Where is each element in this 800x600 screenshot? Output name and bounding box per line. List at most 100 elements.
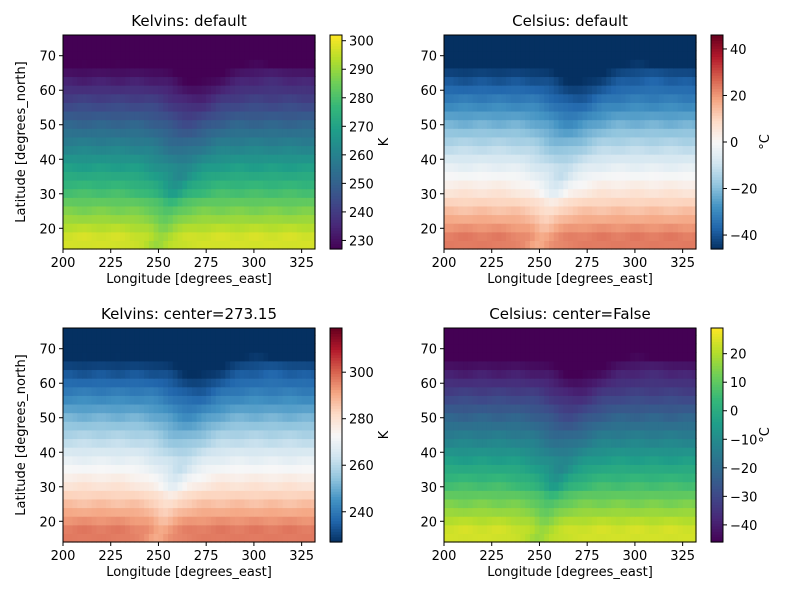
heatmap-cell [168,481,174,491]
heatmap-cell [277,214,284,224]
heatmap-cell [210,35,217,43]
heatmap-cell [510,205,517,216]
heatmap-cell [86,386,93,396]
heatmap-cell [115,171,121,181]
heatmap-cell [639,240,646,250]
heatmap-cell [249,240,255,250]
heatmap-cell [244,455,250,465]
heatmap-cell [210,438,217,448]
heatmap-cell [273,41,279,52]
heatmap-cell [72,128,78,138]
heatmap-cell [577,119,584,129]
heatmap-cell [101,369,107,379]
heatmap-cell [568,179,574,190]
heatmap-cell [110,102,117,112]
heatmap-cell [67,93,74,103]
heatmap-cell [663,93,669,103]
heatmap-cell [306,472,312,483]
heatmap-cell [282,481,288,491]
heatmap-cell [587,447,593,457]
heatmap-cell [163,145,169,155]
heatmap-cell [639,162,646,172]
heatmap-cell [168,386,174,396]
heatmap-cell [263,59,269,69]
heatmap-cell [148,171,155,181]
heatmap-cell [582,128,588,138]
heatmap-cell [258,352,265,362]
heatmap-cell [277,188,284,198]
heatmap-cell [301,50,308,60]
heatmap-cell [144,197,150,207]
heatmap-cell [110,352,117,362]
heatmap-cell [239,41,245,52]
heatmap-cell [91,472,98,483]
colorbar-segment [711,120,723,124]
heatmap-cell [191,171,198,181]
heatmap-cell [210,464,217,474]
heatmap-cell [129,533,136,543]
heatmap-cell [563,128,569,138]
heatmap-cell [486,145,493,155]
heatmap-cell [549,507,555,517]
heatmap-cell [572,119,579,129]
heatmap-cell [210,102,217,112]
heatmap-cell [96,481,102,491]
heatmap-cell [287,162,293,172]
heatmap-cell [177,421,183,431]
heatmap-cell [230,205,236,216]
heatmap-cell [282,352,288,362]
heatmap-cell [596,507,603,517]
heatmap-cell [677,128,684,138]
heatmap-cell [682,162,689,172]
heatmap-cell [496,128,502,138]
heatmap-cell [115,67,121,78]
heatmap-cell [510,50,517,60]
heatmap-cell [687,110,693,121]
heatmap-cell [72,343,78,353]
heatmap-cell [191,429,198,440]
heatmap-cell [86,352,93,362]
heatmap-cell [486,197,493,207]
heatmap-cell [96,507,102,517]
heatmap-cell [506,516,512,526]
heatmap-cell [191,498,198,509]
heatmap-cell [201,223,207,233]
heatmap-cell [196,386,203,396]
heatmap-cell [510,464,517,474]
heatmap-cell [196,343,203,353]
heatmap-cell [687,223,693,233]
heatmap-cell [210,110,217,121]
heatmap-cell [148,421,155,431]
heatmap-cell [96,240,102,250]
heatmap-cell [129,464,136,474]
heatmap-cell [539,67,545,78]
heatmap-cell [172,35,179,43]
heatmap-cell [677,76,684,86]
heatmap-cell [230,352,236,362]
heatmap-cell [134,50,140,60]
heatmap-cell [658,110,665,121]
heatmap-cell [139,110,145,121]
heatmap-cell [453,231,459,241]
heatmap-cell [115,343,121,353]
heatmap-cell [220,524,226,534]
heatmap-cell [134,516,140,526]
heatmap-cell [182,50,188,60]
heatmap-cell [101,41,107,52]
heatmap-cell [196,188,203,198]
heatmap-cell [611,240,617,250]
heatmap-cell [472,119,479,129]
x-tick-label: 275 [194,256,219,271]
heatmap-cell [563,76,569,86]
heatmap-cell [587,179,593,190]
heatmap-cell [306,67,312,78]
heatmap-cell [163,378,169,388]
heatmap-cell [234,188,241,198]
heatmap-cell [682,76,689,86]
heatmap-cell [510,154,517,164]
heatmap-cell [244,85,250,95]
heatmap-cell [444,490,450,500]
heatmap-cell [601,154,607,164]
heatmap-cell [215,205,222,216]
heatmap-cell [649,533,655,543]
